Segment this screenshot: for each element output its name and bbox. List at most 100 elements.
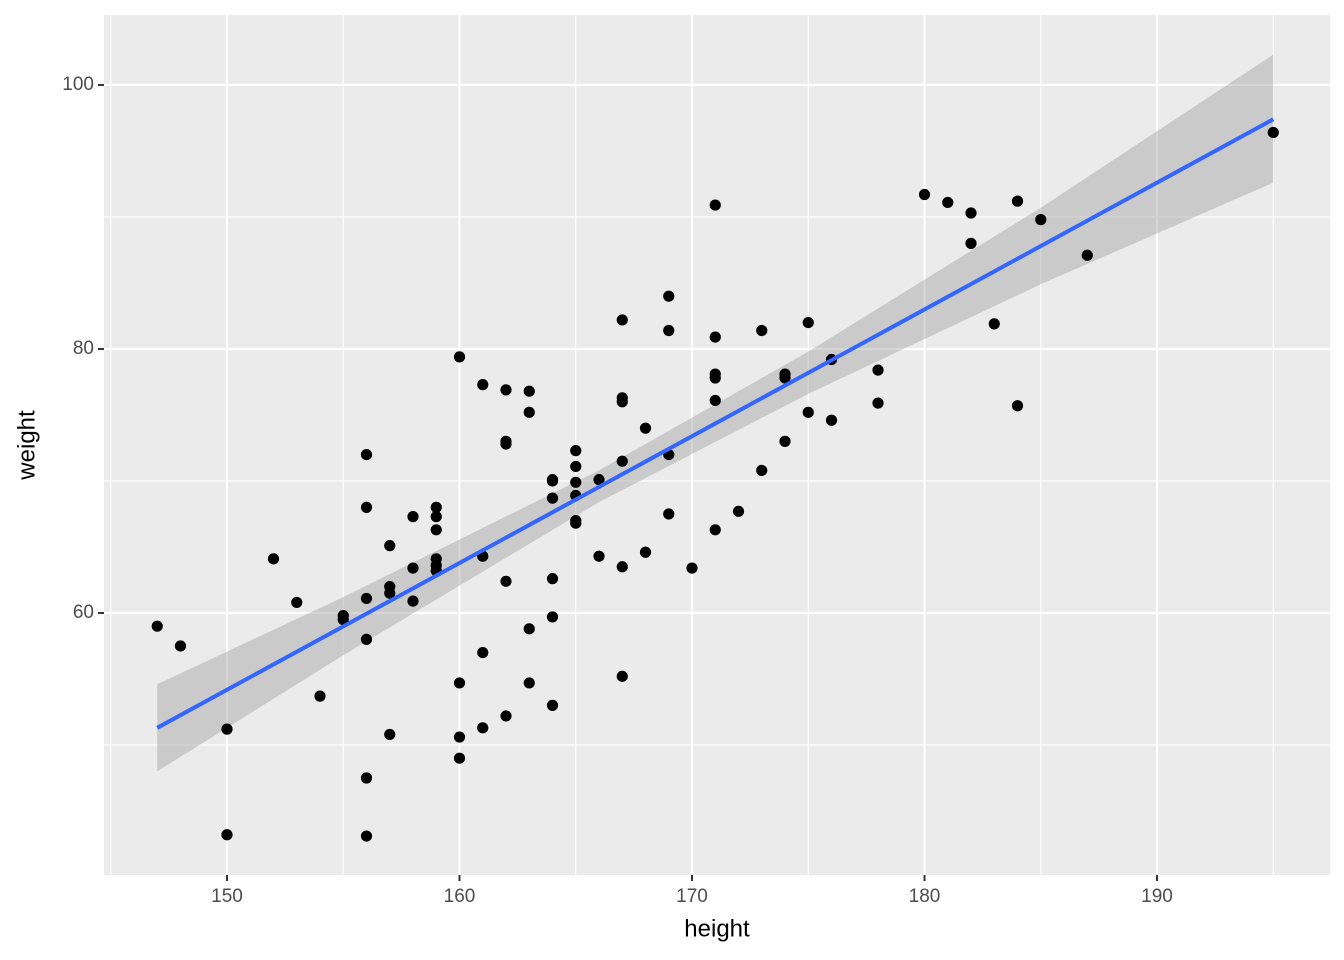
- point: [221, 723, 233, 735]
- point: [988, 318, 1000, 330]
- x-tick-label: 150: [211, 886, 243, 907]
- point: [1011, 195, 1024, 207]
- point: [407, 562, 419, 574]
- x-tick-label: 170: [676, 886, 708, 907]
- point: [453, 351, 466, 363]
- point: [616, 561, 628, 573]
- point: [639, 546, 652, 558]
- panel: [104, 15, 1330, 875]
- point: [546, 492, 559, 504]
- point: [825, 414, 838, 426]
- point: [639, 422, 652, 434]
- point: [360, 592, 373, 605]
- point: [523, 677, 535, 689]
- point: [709, 372, 721, 384]
- point: [546, 699, 559, 711]
- point: [965, 237, 977, 249]
- point: [1267, 126, 1279, 139]
- point: [802, 316, 814, 329]
- point: [663, 290, 675, 302]
- fit-layer: [156, 117, 1275, 730]
- point: [570, 517, 582, 529]
- point: [709, 394, 721, 407]
- point: [756, 324, 768, 337]
- point: [1081, 249, 1093, 261]
- point: [384, 728, 396, 741]
- y-tick-label: 60: [73, 602, 94, 623]
- x-tick-label: 190: [1141, 886, 1173, 907]
- point: [360, 772, 373, 784]
- point: [756, 464, 768, 477]
- point: [453, 677, 466, 689]
- point: [616, 670, 628, 682]
- point: [709, 199, 721, 211]
- point: [1011, 400, 1024, 412]
- point: [430, 511, 442, 523]
- point: [500, 710, 512, 722]
- point: [430, 524, 442, 536]
- point: [686, 562, 698, 574]
- point: [523, 623, 535, 635]
- point: [384, 587, 396, 599]
- point: [663, 508, 675, 520]
- point: [477, 646, 489, 659]
- point: [384, 540, 396, 552]
- point: [709, 524, 721, 536]
- point: [546, 611, 559, 623]
- point: [407, 511, 419, 523]
- point: [500, 438, 512, 450]
- point: [407, 595, 419, 607]
- point: [453, 752, 466, 764]
- points-layer: [151, 126, 1279, 842]
- point: [616, 455, 628, 467]
- point: [872, 397, 884, 409]
- point: [360, 448, 373, 461]
- point: [616, 314, 628, 326]
- point: [360, 501, 373, 513]
- point: [732, 505, 745, 517]
- point: [360, 633, 373, 645]
- point: [314, 690, 326, 702]
- point: [965, 207, 977, 219]
- y-tick-label: 100: [62, 74, 94, 95]
- point: [267, 553, 280, 565]
- point: [477, 722, 489, 734]
- point: [291, 596, 303, 609]
- point: [151, 620, 163, 632]
- point: [453, 731, 466, 743]
- point: [942, 196, 954, 209]
- confidence-band: [157, 54, 1274, 772]
- point: [593, 550, 605, 562]
- confidence-band-layer: [157, 54, 1274, 772]
- point: [802, 406, 814, 418]
- point: [779, 435, 791, 447]
- y-tick-label: 80: [73, 338, 94, 359]
- point: [570, 460, 582, 473]
- x-axis-title: height: [684, 915, 750, 942]
- point: [360, 830, 373, 842]
- point: [663, 324, 675, 337]
- point: [1035, 214, 1047, 226]
- fit-line: [156, 117, 1275, 730]
- point: [570, 476, 582, 488]
- point: [500, 575, 512, 587]
- x-tick-label: 180: [909, 886, 941, 907]
- point: [570, 445, 582, 457]
- x-tick-label: 160: [444, 886, 476, 907]
- point: [593, 474, 605, 486]
- point: [337, 613, 349, 626]
- point: [546, 475, 559, 487]
- y-axis-title: weight: [13, 410, 40, 481]
- point: [221, 829, 233, 841]
- point: [477, 379, 489, 391]
- point: [872, 364, 884, 376]
- point: [779, 372, 791, 384]
- point: [174, 640, 187, 652]
- point: [523, 406, 535, 418]
- point: [546, 573, 559, 585]
- point: [709, 331, 721, 343]
- point: [523, 385, 535, 397]
- point: [500, 384, 512, 396]
